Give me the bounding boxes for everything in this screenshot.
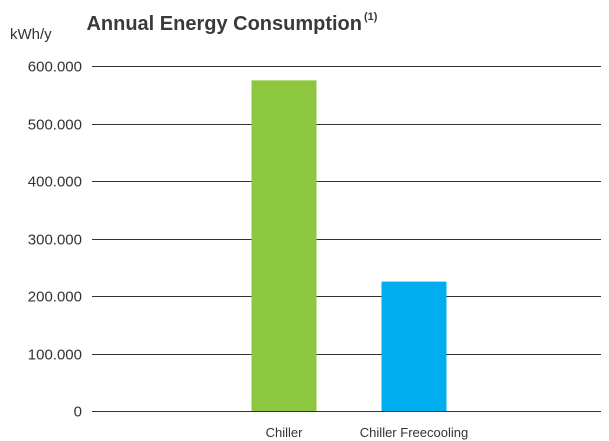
x-category-label: Chiller [266, 425, 304, 440]
y-tick-label: 100.000 [28, 347, 82, 364]
gridlines [92, 66, 601, 412]
y-axis-unit-label: kWh/y [10, 26, 52, 43]
bar [251, 80, 317, 411]
y-tick-label: 300.000 [28, 232, 82, 249]
chart-title: Annual Energy Consumption [86, 13, 362, 35]
y-tick-label: 600.000 [28, 59, 82, 76]
x-axis-categories: Chiller Chiller Freecooling [266, 425, 469, 440]
bars [251, 80, 447, 411]
bar [381, 281, 447, 411]
y-tick-label: 500.000 [28, 117, 82, 134]
y-tick-label: 0 [74, 404, 82, 421]
y-axis-ticks: 0 100.000 200.000 300.000 400.000 500.000 600.… [28, 59, 82, 421]
chart-title-superscript: (1) [364, 11, 378, 23]
x-category-label: Chiller Freecooling [360, 425, 468, 440]
y-tick-label: 400.000 [28, 174, 82, 191]
y-tick-label: 200.000 [28, 289, 82, 306]
